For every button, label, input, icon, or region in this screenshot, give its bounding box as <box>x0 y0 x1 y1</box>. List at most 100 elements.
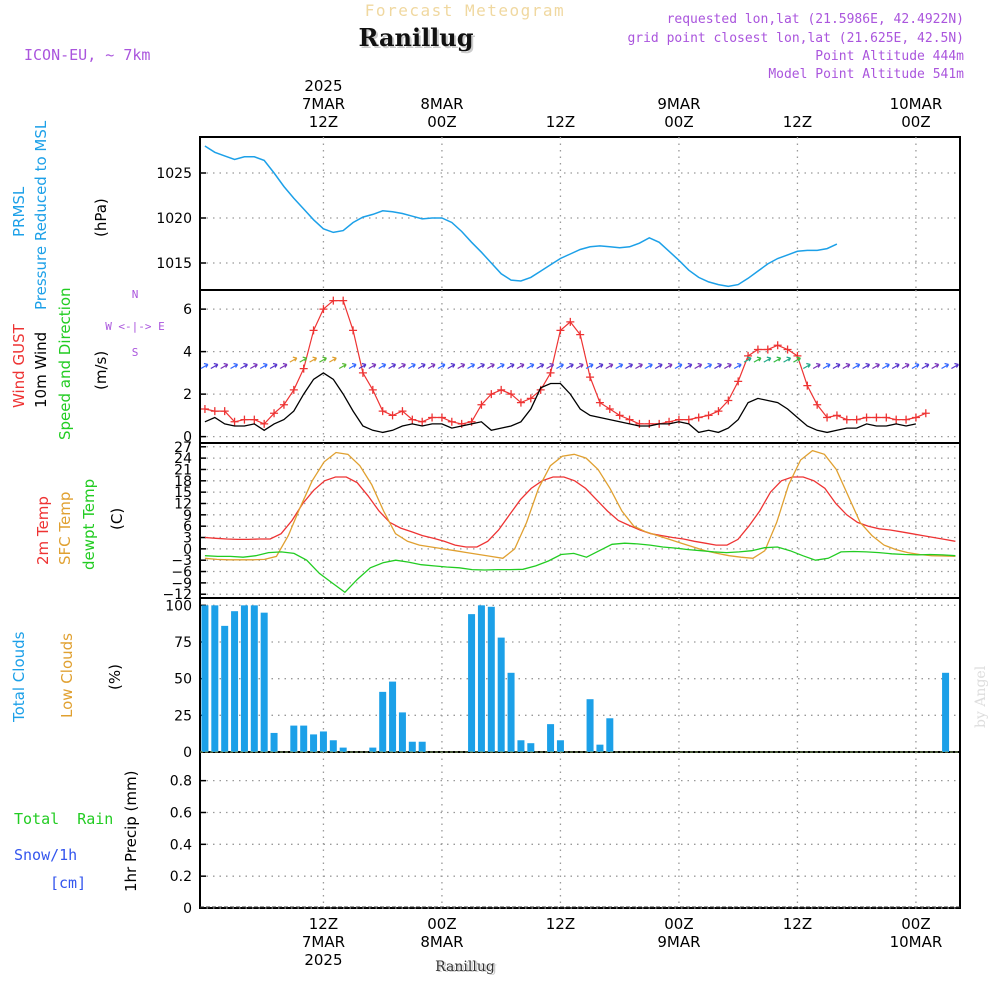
model-altitude: Model Point Altitude 541m <box>768 67 964 82</box>
gust-marker <box>487 390 496 399</box>
y-tick-label: 27 <box>174 440 192 456</box>
y-tick-label: −9 <box>171 576 192 592</box>
y-tick-label: 0 <box>183 901 192 917</box>
gust-line <box>204 300 927 425</box>
cloud-bar <box>507 672 515 752</box>
gust-marker <box>645 419 654 428</box>
wind-dir-arrow <box>921 362 930 370</box>
gust-marker <box>892 415 901 424</box>
wind-dir-arrow <box>743 356 752 363</box>
gust-marker <box>635 419 644 428</box>
sfc-temp-line <box>204 449 956 561</box>
panel-pressure: 1015 1020 1025 <box>156 136 961 291</box>
wind-dir-arrow <box>477 362 485 370</box>
gust-marker <box>250 415 259 424</box>
time-label-bottom: 9MAR <box>657 933 700 951</box>
gust-marker <box>882 413 891 422</box>
time-label-top: 12Z <box>783 113 812 131</box>
wind-dir-arrow <box>417 362 426 370</box>
temp2m-line <box>204 476 956 548</box>
cloud-label-low: Low Clouds <box>58 633 76 718</box>
cloud-bar <box>497 637 505 752</box>
station-title: Ranillug <box>358 23 473 52</box>
footer-station-shadow: Ranillug <box>437 960 497 976</box>
y-tick-label: 1020 <box>156 211 192 227</box>
y-tick-label: 0 <box>183 430 192 446</box>
gust-marker <box>398 407 407 416</box>
wind-dir-arrow <box>724 362 732 370</box>
y-tick-label: 18 <box>174 474 192 490</box>
time-label-top: 2025 <box>304 77 342 95</box>
temp-label-2m: 2m Temp <box>34 496 52 565</box>
y-tick-label: −12 <box>162 587 192 603</box>
y-tick-label: 0 <box>183 542 192 558</box>
time-label-bottom: 2025 <box>304 951 342 969</box>
time-label-bottom: 00Z <box>664 915 693 933</box>
gust-marker <box>832 411 841 420</box>
gust-marker <box>329 296 338 305</box>
gust-marker <box>309 326 318 335</box>
wind-dir-arrow <box>625 362 634 370</box>
gust-marker <box>526 394 535 403</box>
gust-marker <box>556 326 565 335</box>
cloud-bar <box>329 740 337 752</box>
time-label-top: 8MAR <box>420 95 463 113</box>
temp-label-dewpt: dewpt Temp <box>80 479 98 570</box>
wind-dir-arrow <box>882 362 890 370</box>
pressure-line <box>204 145 838 288</box>
temp-unit: (C) <box>108 508 126 530</box>
y-tick-label: 0.2 <box>170 869 192 885</box>
y-tick-label: 75 <box>174 635 192 651</box>
time-label-bottom: 00Z <box>427 915 456 933</box>
gust-marker <box>546 368 555 377</box>
gust-marker <box>418 417 427 426</box>
y-tick-label: 2 <box>183 387 192 403</box>
pressure-label-2: Pressure Reduced to MSL <box>32 120 50 310</box>
wind-dir-arrow <box>348 362 357 370</box>
wind-dir-arrow <box>704 362 713 370</box>
wind-dir-arrow <box>427 362 436 370</box>
wind-dir-arrow <box>408 362 416 370</box>
wind-dir-arrow <box>645 362 653 370</box>
gust-marker <box>576 330 585 339</box>
requested-coords: requested lon,lat (21.5986E, 42.4922N) <box>667 12 964 27</box>
station-shadow: Ranillug <box>360 25 475 54</box>
gust-marker <box>408 415 417 424</box>
pressure-unit: (hPa) <box>92 198 110 237</box>
wind-dir-arrow <box>822 362 831 370</box>
cloud-bar <box>221 625 229 752</box>
wind-dir-arrow <box>714 362 722 370</box>
cloud-bar <box>369 747 377 752</box>
wind-dir-arrow <box>250 362 258 370</box>
gust-marker <box>625 415 634 424</box>
wind-dir-arrow <box>240 362 248 370</box>
time-label-bottom: 12Z <box>546 915 575 933</box>
gust-marker <box>349 326 358 335</box>
cloud-bar <box>527 743 535 752</box>
gust-marker <box>902 415 911 424</box>
y-tick-label: 50 <box>174 672 192 688</box>
wind-dir-arrow <box>911 362 920 370</box>
wind-unit: (m/s) <box>92 351 110 390</box>
gust-marker <box>447 417 456 426</box>
gust-marker <box>240 415 249 424</box>
temp-labels: 2m Temp SFC Temp dewpt Temp (C) <box>34 479 126 570</box>
wind-dir-arrow <box>852 362 861 370</box>
pressure-labels: PRMSL Pressure Reduced to MSL (hPa) <box>10 120 110 310</box>
y-tick-label: 100 <box>165 598 192 614</box>
cloud-bar <box>240 605 248 752</box>
model-label: ICON-EU, ~ 7km <box>24 46 150 64</box>
y-tick-label: 3 <box>183 531 192 547</box>
time-label-bottom: 8MAR <box>420 933 463 951</box>
gust-marker <box>507 390 516 399</box>
gust-marker <box>615 411 624 420</box>
gust-marker <box>724 396 733 405</box>
gust-marker <box>595 398 604 407</box>
gust-marker <box>516 398 525 407</box>
gust-marker <box>714 407 723 416</box>
panel-precip: 0 0.2 0.4 0.6 0.8 <box>170 751 961 917</box>
pressure-label-1: PRMSL <box>10 186 28 237</box>
gust-marker <box>477 400 486 409</box>
y-tick-label: 25 <box>174 708 192 724</box>
time-label-bottom: 7MAR <box>302 933 345 951</box>
